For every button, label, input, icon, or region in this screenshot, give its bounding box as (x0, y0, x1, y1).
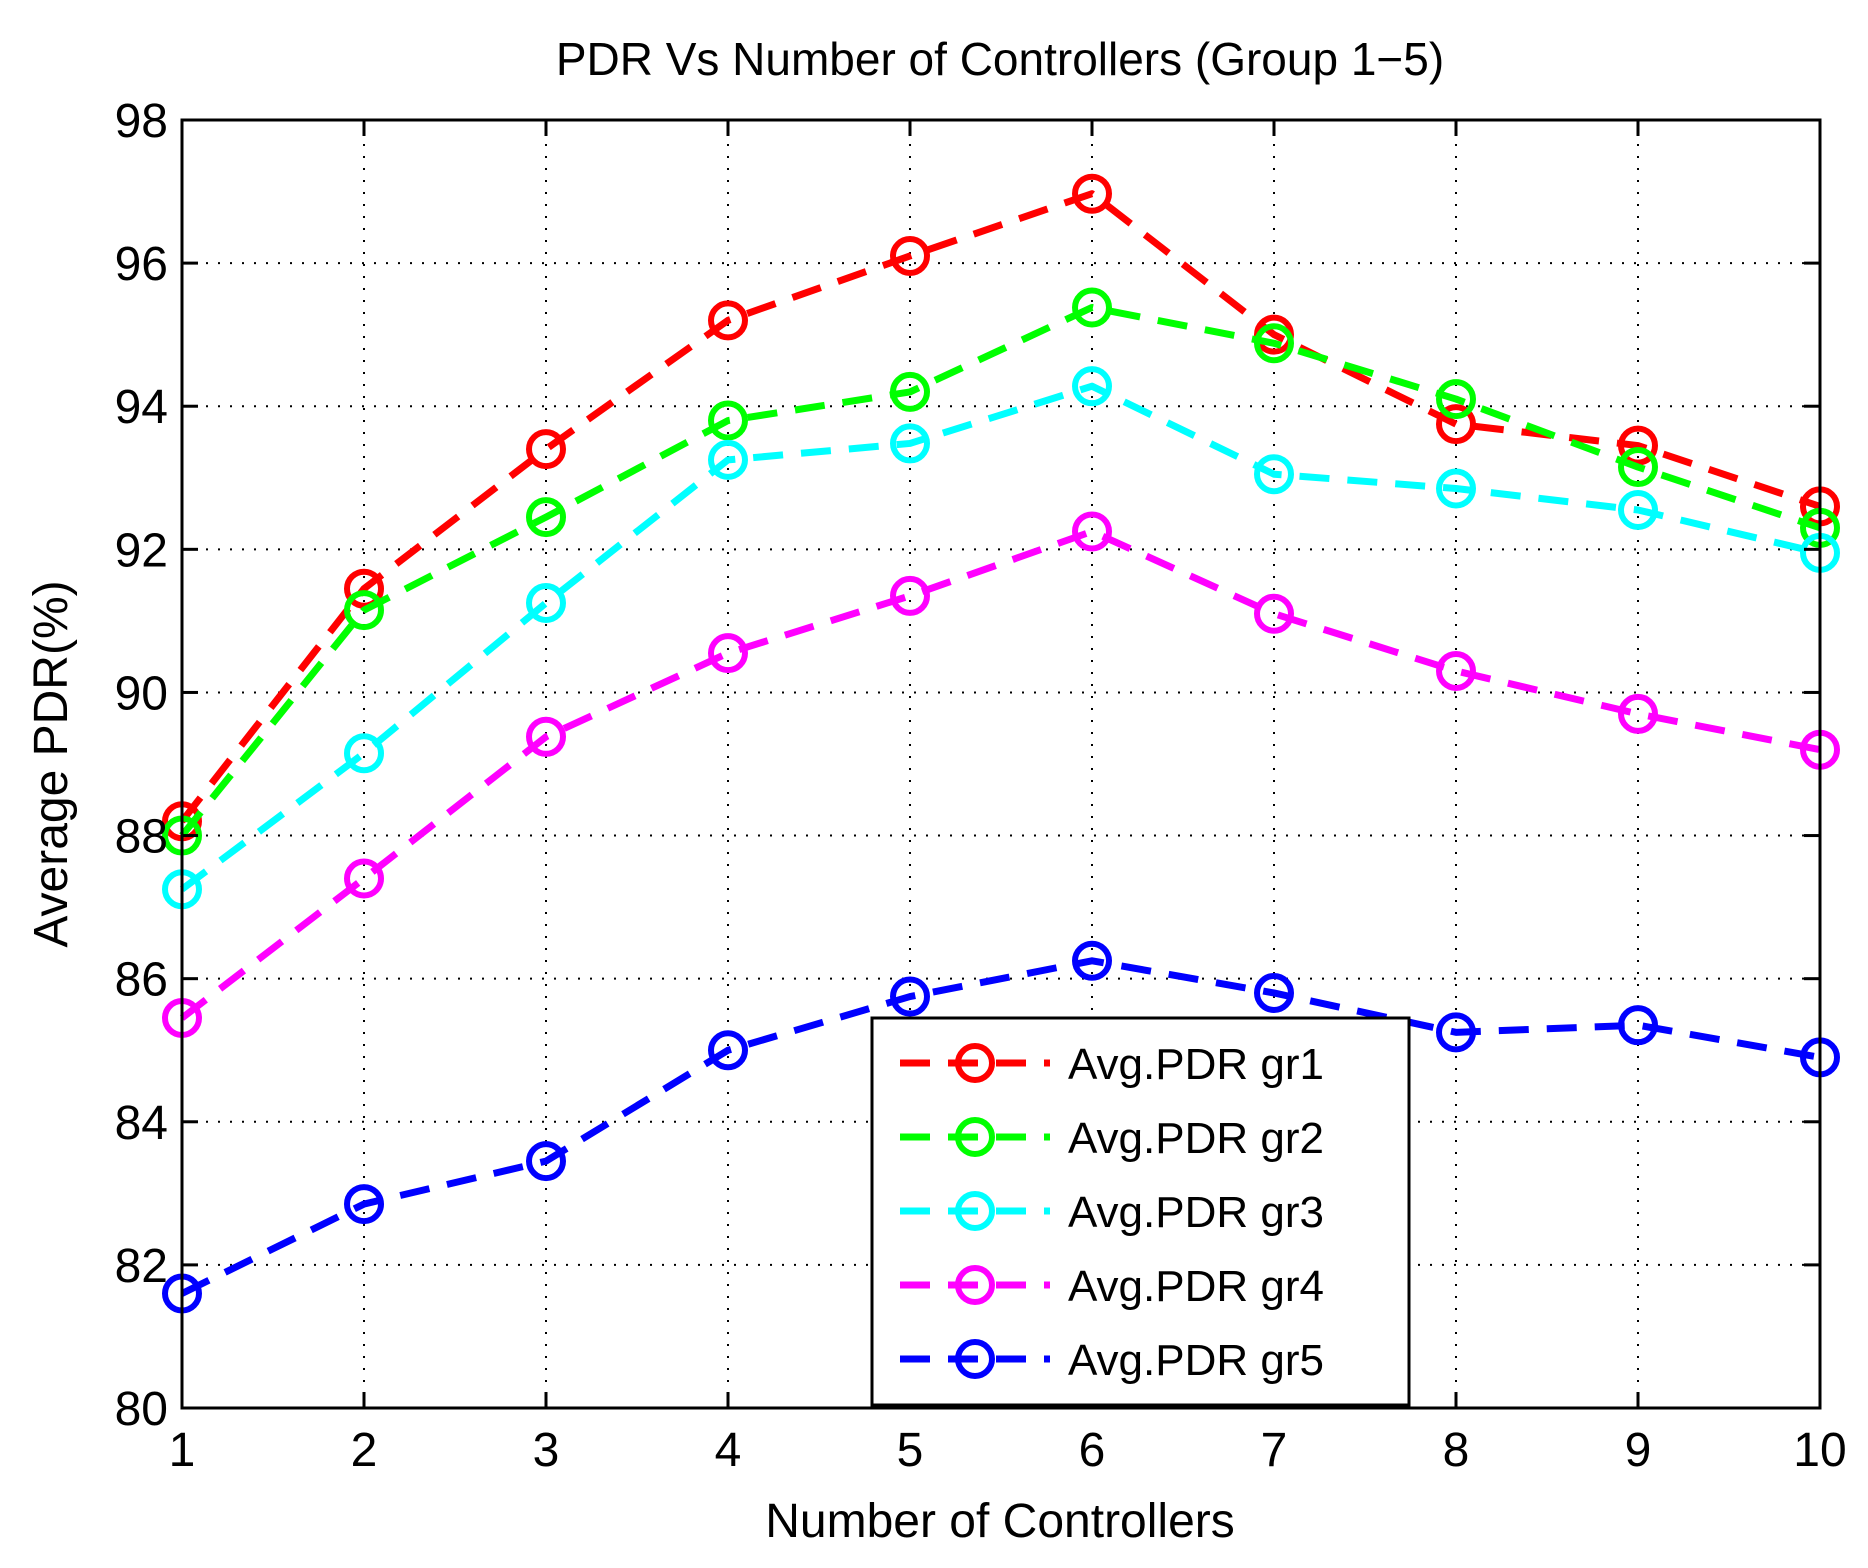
legend-entries: Avg.PDR gr1 Avg.PDR gr2 Avg.PDR gr3 Avg.PDR… (900, 1040, 1324, 1385)
legend-marker (955, 1117, 995, 1157)
series-line (179, 303, 1822, 838)
data-point (526, 583, 566, 623)
y-tick-label: 94 (115, 381, 168, 434)
x-tick-label: 2 (351, 1424, 378, 1477)
y-tick-label: 82 (115, 1240, 168, 1293)
legend-label: Avg.PDR gr2 (1068, 1114, 1324, 1163)
x-tick-label: 5 (897, 1424, 924, 1477)
y-tick-label: 98 (115, 95, 168, 148)
data-point (708, 439, 748, 480)
y-tick-label: 84 (115, 1097, 168, 1150)
data-point (1072, 287, 1112, 328)
x-tick-label: 7 (1261, 1424, 1288, 1477)
data-point (1072, 940, 1112, 981)
data-point (890, 575, 930, 616)
y-tick-label: 86 (115, 954, 168, 1007)
data-point (526, 1141, 566, 1182)
data-point (708, 400, 748, 441)
chart-title: PDR Vs Number of Controllers (Group 1−5) (556, 33, 1444, 85)
data-point (1072, 511, 1112, 552)
y-tick-label: 80 (115, 1383, 168, 1436)
y-tick-label: 88 (115, 811, 168, 864)
legend-entry: Avg.PDR gr5 (900, 1336, 1324, 1385)
data-point (1618, 425, 1658, 466)
data-point (708, 1030, 748, 1071)
data-point (1254, 972, 1294, 1013)
series-5 (162, 940, 1840, 1314)
data-point (344, 1184, 384, 1225)
data-point (344, 858, 384, 899)
y-axis-label: Average PDR(%) (25, 580, 78, 947)
x-axis-label: Number of Controllers (765, 1495, 1235, 1548)
x-tick-label: 6 (1079, 1424, 1106, 1477)
data-point (526, 497, 566, 538)
series-group (162, 173, 1840, 1314)
data-point (1072, 173, 1112, 214)
data-point (1254, 454, 1294, 495)
legend-entry: Avg.PDR gr3 (900, 1188, 1324, 1237)
data-point (890, 371, 930, 412)
data-point (526, 716, 566, 757)
x-tick-label: 10 (1793, 1424, 1846, 1477)
x-tick-label: 3 (533, 1424, 560, 1477)
data-point (1436, 468, 1476, 509)
data-point (344, 590, 384, 631)
legend-marker (955, 1191, 995, 1231)
data-point (1072, 366, 1112, 407)
y-tick-label: 90 (115, 667, 168, 720)
data-point (1436, 650, 1476, 691)
data-point (890, 976, 930, 1017)
data-point (890, 235, 930, 276)
data-point (1618, 489, 1658, 530)
series-2 (162, 287, 1840, 856)
data-point (1436, 379, 1476, 420)
x-tick-label: 8 (1443, 1424, 1470, 1477)
x-tick-label: 4 (715, 1424, 742, 1477)
series-line (179, 382, 1821, 893)
legend-marker (955, 1265, 995, 1305)
legend-label: Avg.PDR gr4 (1068, 1262, 1324, 1311)
y-tick-label: 92 (115, 524, 168, 577)
x-tick-labels: 1 2 3 4 5 6 7 8 9 10 (169, 1424, 1847, 1477)
legend-entry: Avg.PDR gr4 (900, 1262, 1324, 1311)
data-point (1618, 1005, 1658, 1046)
data-point (1436, 404, 1476, 445)
plot-frame (180, 118, 1822, 1410)
data-point (344, 568, 384, 609)
data-point (1618, 693, 1658, 734)
data-point (708, 300, 748, 341)
y-tick-label: 96 (115, 238, 168, 291)
data-point (708, 633, 748, 674)
legend-entry: Avg.PDR gr2 (900, 1114, 1324, 1163)
data-point (1618, 447, 1658, 488)
series-line (179, 527, 1821, 1021)
legend-entry: Avg.PDR gr1 (900, 1040, 1324, 1089)
data-point (890, 423, 930, 464)
data-point (344, 733, 384, 774)
legend-label: Avg.PDR gr3 (1068, 1188, 1324, 1237)
data-point (1436, 1012, 1476, 1053)
legend: Avg.PDR gr1 Avg.PDR gr2 Avg.PDR gr3 Avg.PDR… (870, 1016, 1411, 1407)
x-tick-label: 9 (1625, 1424, 1652, 1477)
data-point (526, 429, 566, 470)
series-line (180, 957, 1821, 1297)
data-point (1254, 593, 1294, 634)
data-point (1254, 323, 1294, 364)
legend-label: Avg.PDR gr5 (1068, 1336, 1324, 1385)
legend-label: Avg.PDR gr1 (1068, 1040, 1324, 1089)
y-tick-labels: 80 82 84 86 88 90 92 94 96 98 (115, 95, 168, 1436)
legend-marker (955, 1043, 995, 1083)
x-tick-label: 1 (169, 1424, 196, 1477)
legend-marker (955, 1339, 995, 1379)
